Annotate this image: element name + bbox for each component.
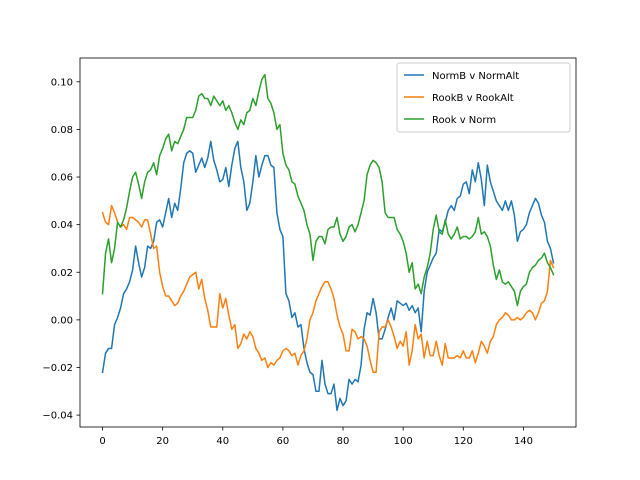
axes-layer: 0 20 40 60 80 100 120 140 −0.04 −0.02 0.00 0.02 0.04… — [42, 57, 577, 447]
x-tick-label: 100 — [394, 436, 413, 447]
x-tick-label: 0 — [99, 436, 105, 447]
x-tick-label: 20 — [156, 436, 169, 447]
series-line-1 — [101, 140, 555, 412]
y-tick-label: 0.06 — [51, 173, 73, 184]
legend-label-3: Rook v Norm — [432, 115, 496, 126]
legend-label-2: RookB v RookAlt — [432, 93, 514, 104]
y-tick-label: 0.08 — [51, 125, 73, 136]
y-tick-label: 0.04 — [51, 220, 73, 231]
x-tick-label: 40 — [216, 436, 229, 447]
x-tick-label: 120 — [454, 436, 473, 447]
x-tick-label: 140 — [514, 436, 533, 447]
series-layer — [101, 73, 555, 412]
y-tick-label: −0.04 — [42, 411, 73, 422]
y-tick-label: 0.02 — [51, 268, 73, 279]
y-tick-label: −0.02 — [42, 363, 73, 374]
x-tick-label: 60 — [277, 436, 290, 447]
y-tick-label: 0.10 — [51, 77, 73, 88]
legend: NormB v NormAlt RookB v RookAlt Rook v Nor… — [396, 62, 571, 133]
y-tick-label: 0.00 — [51, 315, 73, 326]
plot-frame — [79, 57, 577, 428]
legend-box — [396, 62, 571, 133]
x-tick-label: 80 — [337, 436, 350, 447]
series-line-3 — [101, 73, 555, 307]
series-line-2 — [101, 204, 555, 373]
legend-label-1: NormB v NormAlt — [432, 71, 519, 82]
